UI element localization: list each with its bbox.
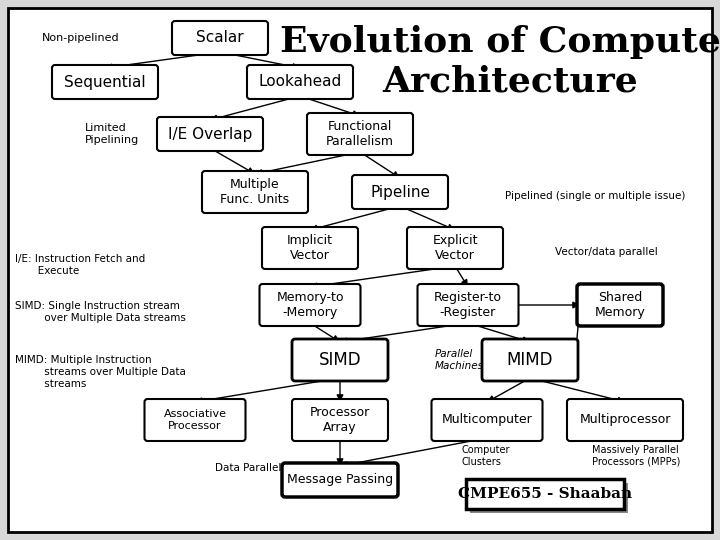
FancyBboxPatch shape [282, 463, 398, 497]
Text: Message Passing: Message Passing [287, 474, 393, 487]
FancyBboxPatch shape [202, 171, 308, 213]
FancyBboxPatch shape [567, 399, 683, 441]
FancyBboxPatch shape [418, 284, 518, 326]
FancyBboxPatch shape [352, 175, 448, 209]
FancyBboxPatch shape [262, 227, 358, 269]
FancyBboxPatch shape [307, 113, 413, 155]
FancyBboxPatch shape [247, 65, 353, 99]
Text: SIMD: Single Instruction stream
         over Multiple Data streams: SIMD: Single Instruction stream over Mul… [15, 301, 186, 323]
Text: Processor
Array: Processor Array [310, 406, 370, 434]
Text: Data Parallel: Data Parallel [215, 463, 282, 473]
Text: Pipelined (single or multiple issue): Pipelined (single or multiple issue) [505, 191, 685, 201]
Text: MIMD: MIMD [507, 351, 553, 369]
FancyBboxPatch shape [482, 339, 578, 381]
Text: Evolution of Computer
Architecture: Evolution of Computer Architecture [280, 25, 720, 99]
Text: Massively Parallel
Processors (MPPs): Massively Parallel Processors (MPPs) [592, 445, 680, 467]
Text: Limited
Pipelining: Limited Pipelining [85, 123, 139, 145]
Text: Shared
Memory: Shared Memory [595, 291, 645, 319]
Text: SIMD: SIMD [319, 351, 361, 369]
Text: Vector/data parallel: Vector/data parallel [555, 247, 658, 257]
FancyBboxPatch shape [172, 21, 268, 55]
Text: Implicit
Vector: Implicit Vector [287, 234, 333, 262]
FancyBboxPatch shape [52, 65, 158, 99]
Text: Explicit
Vector: Explicit Vector [432, 234, 478, 262]
FancyBboxPatch shape [259, 284, 361, 326]
FancyBboxPatch shape [577, 284, 663, 326]
FancyBboxPatch shape [8, 8, 712, 532]
Text: Associative
Processor: Associative Processor [163, 409, 227, 431]
Text: Parallel
Machines: Parallel Machines [435, 349, 484, 371]
Text: MIMD: Multiple Instruction
         streams over Multiple Data
         streams: MIMD: Multiple Instruction streams over … [15, 355, 186, 389]
FancyBboxPatch shape [145, 399, 246, 441]
Text: I/E Overlap: I/E Overlap [168, 126, 252, 141]
Text: Sequential: Sequential [64, 75, 146, 90]
Text: Scalar: Scalar [196, 30, 244, 45]
FancyBboxPatch shape [470, 483, 628, 513]
Text: Multicomputer: Multicomputer [441, 414, 532, 427]
Text: Lookahead: Lookahead [258, 75, 341, 90]
Text: I/E: Instruction Fetch and
       Execute: I/E: Instruction Fetch and Execute [15, 254, 145, 276]
Text: Memory-to
-Memory: Memory-to -Memory [276, 291, 343, 319]
Text: Computer
Clusters: Computer Clusters [462, 445, 510, 467]
Text: Register-to
-Register: Register-to -Register [434, 291, 502, 319]
Text: Functional
Parallelism: Functional Parallelism [326, 120, 394, 148]
Text: CMPE655 - Shaaban: CMPE655 - Shaaban [458, 487, 632, 501]
Text: Multiple
Func. Units: Multiple Func. Units [220, 178, 289, 206]
FancyBboxPatch shape [292, 339, 388, 381]
FancyBboxPatch shape [292, 399, 388, 441]
FancyBboxPatch shape [466, 479, 624, 509]
Text: Non-pipelined: Non-pipelined [42, 33, 120, 43]
FancyBboxPatch shape [407, 227, 503, 269]
FancyBboxPatch shape [431, 399, 542, 441]
FancyBboxPatch shape [157, 117, 263, 151]
Text: Multiprocessor: Multiprocessor [580, 414, 671, 427]
Text: Pipeline: Pipeline [370, 185, 430, 199]
